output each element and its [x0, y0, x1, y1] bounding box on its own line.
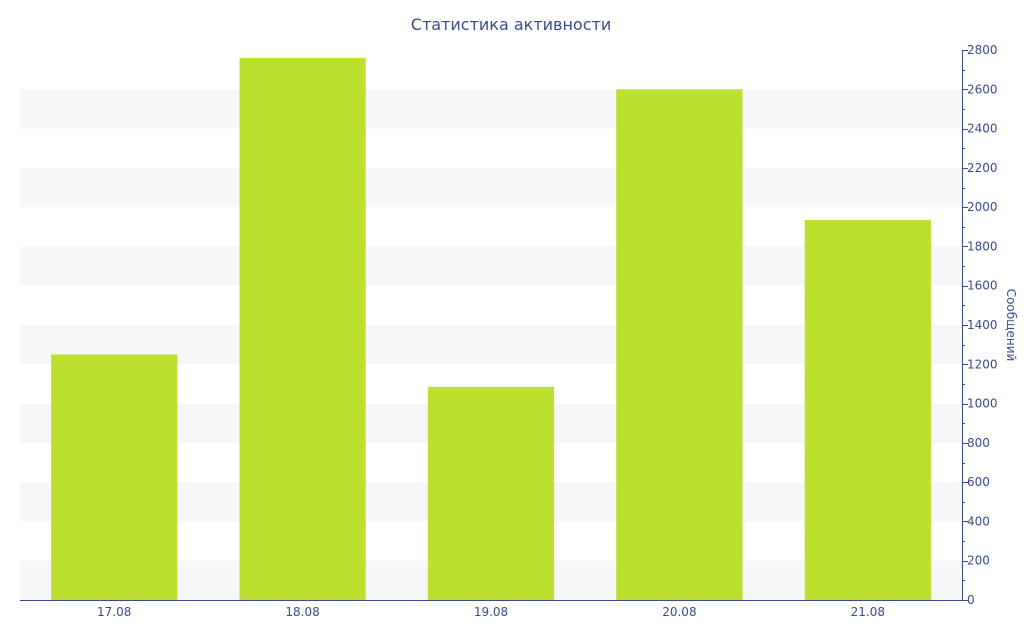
chart-title: Статистика активности	[411, 15, 611, 34]
x-tick-label: 21.08	[851, 605, 885, 619]
x-tick-label: 18.08	[285, 605, 319, 619]
y-tick-label: 1600	[967, 279, 998, 293]
y-tick-label: 2000	[967, 200, 998, 214]
x-tick-label: 17.08	[97, 605, 131, 619]
bar-20.08[interactable]	[616, 89, 743, 601]
x-tick-label: 19.08	[474, 605, 508, 619]
y-tick-label: 1800	[967, 239, 998, 253]
y-tick-label: 0	[967, 593, 975, 607]
grid-band	[20, 167, 962, 208]
x-axis: 17.08 18.08 19.08 20.08 21.08	[20, 600, 962, 619]
bar-17.08[interactable]	[51, 354, 178, 600]
bar-21.08[interactable]	[804, 219, 931, 601]
y-tick-label: 2600	[967, 82, 998, 96]
y-tick-label: 1000	[967, 397, 998, 411]
y-tick-label: 200	[967, 554, 990, 568]
y-axis: 0 200 400 600 800 1000 1200 1400 1600 1800 2000 220…	[962, 43, 998, 607]
y-tick-label: 2800	[967, 43, 998, 57]
bar-19.08[interactable]	[427, 386, 555, 600]
grid-band	[20, 89, 962, 129]
y-tick-label: 600	[967, 475, 990, 489]
y-tick-label: 1200	[967, 357, 998, 371]
y-tick-label: 2200	[967, 161, 998, 175]
x-tick-label: 20.08	[662, 605, 696, 619]
bar-series	[51, 57, 931, 601]
y-tick-label: 800	[967, 436, 990, 450]
y-tick-label: 2400	[967, 122, 998, 136]
y-tick-label: 400	[967, 514, 990, 528]
bar-18.08[interactable]	[239, 57, 366, 601]
y-axis-label: Сообщений	[1004, 289, 1018, 362]
y-tick-label: 1400	[967, 318, 998, 332]
